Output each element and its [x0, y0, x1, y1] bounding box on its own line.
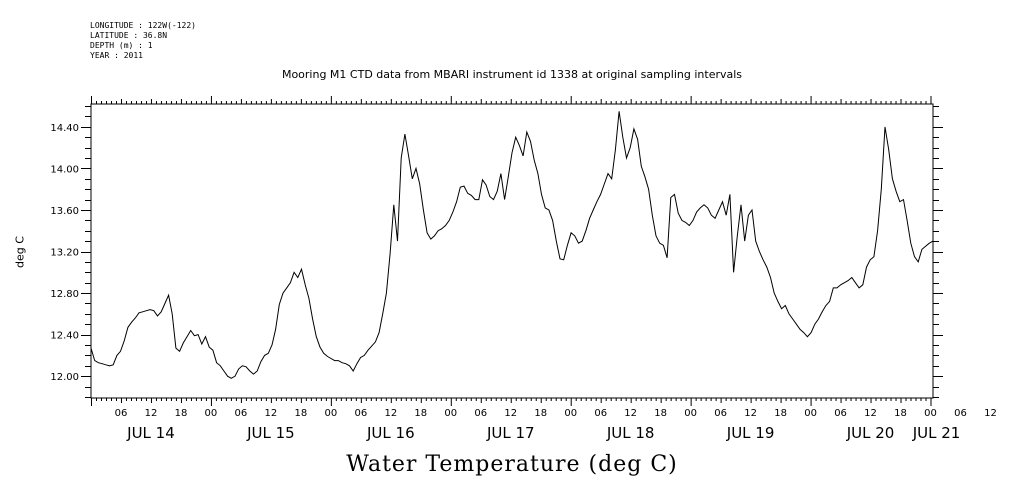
x-hour-label: 00 [804, 408, 817, 419]
chart-title: Mooring M1 CTD data from MBARI instrumen… [281, 68, 743, 81]
x-day-label: JUL 18 [606, 424, 655, 442]
x-hour-label: 00 [564, 408, 577, 419]
x-hour-label: 00 [444, 408, 457, 419]
x-hour-label: 18 [414, 408, 427, 419]
x-hour-label: 12 [744, 408, 757, 419]
metadata-block: LONGITUDE : 122W(-122) LATITUDE : 36.8N … [90, 21, 196, 61]
x-hour-label: 06 [115, 408, 128, 419]
x-hour-label: 00 [205, 408, 218, 419]
x-hour-label: 12 [145, 408, 158, 419]
x-hour-label: 00 [324, 408, 337, 419]
x-day-label: JUL 20 [846, 424, 895, 442]
y-tick-label: 13.60 [50, 206, 79, 217]
x-hour-label: 18 [295, 408, 308, 419]
y-tick-label: 13.20 [50, 248, 79, 259]
x-hour-label: 18 [894, 408, 907, 419]
plot-frame [90, 103, 934, 399]
y-tick-label: 14.00 [50, 164, 79, 175]
latitude-text: LATITUDE : 36.8N [90, 31, 168, 40]
x-hour-label: 06 [834, 408, 847, 419]
x-hour-label: 18 [534, 408, 547, 419]
x-hour-label: 06 [714, 408, 727, 419]
x-hour-label: 06 [235, 408, 248, 419]
x-hour-label: 06 [594, 408, 607, 419]
x-hour-label: 00 [684, 408, 697, 419]
x-hour-label: 06 [954, 408, 967, 419]
x-hour-label: 18 [774, 408, 787, 419]
x-hour-label: 12 [984, 408, 997, 419]
x-hour-label: 00 [924, 408, 937, 419]
depth-text: DEPTH (m) : 1 [90, 41, 153, 50]
x-hour-label: 06 [354, 408, 367, 419]
x-hour-label: 18 [175, 408, 188, 419]
x-day-label: JUL 21 [912, 424, 961, 442]
x-hour-label: 12 [504, 408, 517, 419]
longitude-text: LONGITUDE : 122W(-122) [90, 21, 196, 30]
x-hour-label: 18 [654, 408, 667, 419]
temperature-series-line [90, 111, 934, 379]
year-text: YEAR : 2011 [90, 51, 143, 60]
x-hour-label: 12 [384, 408, 397, 419]
x-day-label: JUL 16 [366, 424, 415, 442]
y-tick-label: 12.00 [50, 372, 79, 383]
x-day-label: JUL 15 [246, 424, 295, 442]
x-day-label: JUL 14 [126, 424, 175, 442]
x-day-label: JUL 19 [726, 424, 775, 442]
x-hour-label: 12 [265, 408, 278, 419]
x-day-label: JUL 17 [486, 424, 535, 442]
y-tick-label: 12.80 [50, 289, 79, 300]
x-hour-label: 12 [624, 408, 637, 419]
x-hour-label: 12 [864, 408, 877, 419]
x-hour-label: 06 [474, 408, 487, 419]
x-axis-title: Water Temperature (deg C) [346, 452, 678, 477]
y-tick-label: 12.40 [50, 331, 79, 342]
y-tick-label: 14.40 [50, 123, 79, 134]
